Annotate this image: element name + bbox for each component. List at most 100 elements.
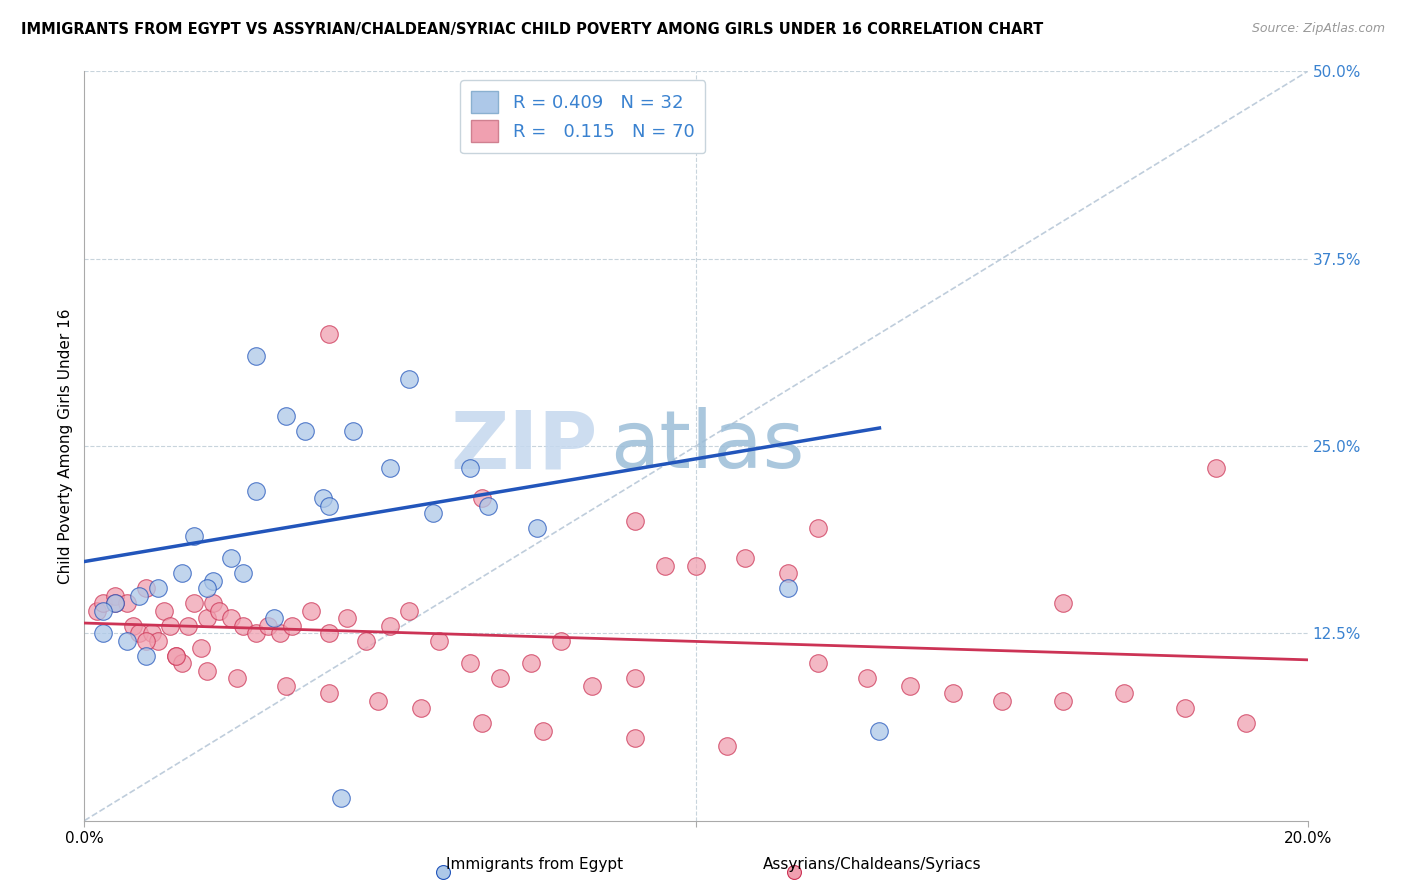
Point	[201, 596, 224, 610]
Point	[219, 611, 242, 625]
Point	[367, 694, 389, 708]
Point	[1052, 694, 1074, 708]
Point	[183, 529, 205, 543]
Point	[654, 558, 676, 573]
Point	[135, 582, 157, 596]
Point	[122, 619, 145, 633]
Point	[477, 499, 499, 513]
Point	[91, 596, 114, 610]
Point	[380, 619, 402, 633]
Point	[195, 664, 218, 678]
Point	[276, 679, 298, 693]
Point	[550, 633, 572, 648]
Point	[398, 371, 420, 385]
Point	[380, 461, 402, 475]
Point	[195, 582, 218, 596]
Point	[531, 723, 554, 738]
Point	[153, 604, 176, 618]
Point	[219, 551, 242, 566]
Point	[1174, 701, 1197, 715]
Point	[342, 424, 364, 438]
Legend: R = 0.409   N = 32, R =   0.115   N = 70: R = 0.409 N = 32, R = 0.115 N = 70	[460, 80, 706, 153]
Point	[128, 589, 150, 603]
Point	[856, 671, 879, 685]
Point	[776, 566, 799, 581]
Point	[422, 507, 444, 521]
Point	[104, 596, 127, 610]
Point	[159, 619, 181, 633]
Text: Assyrians/Chaldeans/Syriacs: Assyrians/Chaldeans/Syriacs	[762, 857, 981, 872]
Point	[183, 596, 205, 610]
Point	[177, 619, 200, 633]
Point	[432, 865, 454, 880]
Point	[104, 589, 127, 603]
Text: Source: ZipAtlas.com: Source: ZipAtlas.com	[1251, 22, 1385, 36]
Point	[245, 626, 267, 640]
Point	[1205, 461, 1227, 475]
Point	[624, 514, 647, 528]
Point	[354, 633, 377, 648]
Point	[318, 326, 340, 341]
Point	[172, 566, 194, 581]
Point	[91, 626, 114, 640]
Point	[409, 701, 432, 715]
Point	[146, 633, 169, 648]
Point	[165, 648, 187, 663]
Point	[232, 566, 254, 581]
Point	[991, 694, 1014, 708]
Point	[716, 739, 738, 753]
Text: Immigrants from Egypt: Immigrants from Egypt	[446, 857, 623, 872]
Point	[245, 349, 267, 363]
Point	[336, 611, 359, 625]
Point	[201, 574, 224, 588]
Point	[898, 679, 921, 693]
Point	[232, 619, 254, 633]
Point	[427, 633, 450, 648]
Point	[471, 491, 494, 506]
Point	[1114, 686, 1136, 700]
Point	[318, 499, 340, 513]
Text: ZIP: ZIP	[451, 407, 598, 485]
Point	[685, 558, 707, 573]
Point	[318, 686, 340, 700]
Point	[312, 491, 335, 506]
Point	[624, 671, 647, 685]
Point	[263, 611, 285, 625]
Point	[299, 604, 322, 618]
Point	[526, 521, 548, 535]
Point	[165, 648, 187, 663]
Point	[1052, 596, 1074, 610]
Point	[624, 731, 647, 746]
Point	[318, 626, 340, 640]
Point	[115, 596, 138, 610]
Point	[208, 604, 231, 618]
Text: IMMIGRANTS FROM EGYPT VS ASSYRIAN/CHALDEAN/SYRIAC CHILD POVERTY AMONG GIRLS UNDE: IMMIGRANTS FROM EGYPT VS ASSYRIAN/CHALDE…	[21, 22, 1043, 37]
Point	[942, 686, 965, 700]
Point	[398, 604, 420, 618]
Point	[458, 657, 481, 671]
Point	[190, 641, 212, 656]
Point	[257, 619, 280, 633]
Point	[91, 604, 114, 618]
Point	[115, 633, 138, 648]
Point	[172, 657, 194, 671]
Point	[141, 626, 163, 640]
Point	[489, 671, 512, 685]
Point	[146, 582, 169, 596]
Point	[226, 671, 249, 685]
Point	[195, 611, 218, 625]
Point	[783, 865, 806, 880]
Point	[1236, 716, 1258, 731]
Point	[508, 102, 530, 116]
Point	[86, 604, 108, 618]
Point	[869, 723, 891, 738]
Y-axis label: Child Poverty Among Girls Under 16: Child Poverty Among Girls Under 16	[58, 309, 73, 583]
Point	[458, 461, 481, 475]
Point	[471, 716, 494, 731]
Point	[245, 483, 267, 498]
Point	[281, 619, 304, 633]
Point	[734, 551, 756, 566]
Point	[276, 409, 298, 423]
Point	[269, 626, 291, 640]
Point	[135, 648, 157, 663]
